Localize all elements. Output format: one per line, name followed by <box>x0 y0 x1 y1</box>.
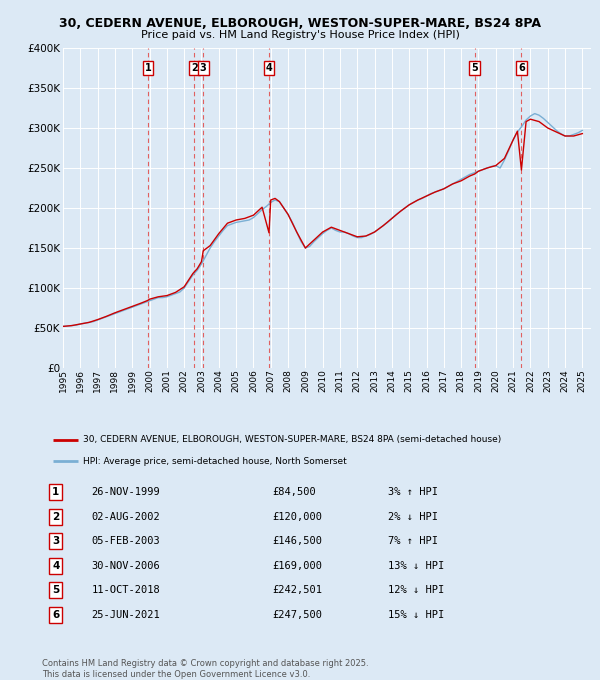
Text: 30, CEDERN AVENUE, ELBOROUGH, WESTON-SUPER-MARE, BS24 8PA: 30, CEDERN AVENUE, ELBOROUGH, WESTON-SUP… <box>59 17 541 30</box>
Text: 2% ↓ HPI: 2% ↓ HPI <box>388 512 438 522</box>
Text: 12% ↓ HPI: 12% ↓ HPI <box>388 585 444 595</box>
Text: 1: 1 <box>145 63 151 73</box>
Text: 1: 1 <box>52 488 59 497</box>
Text: 7% ↑ HPI: 7% ↑ HPI <box>388 537 438 546</box>
Text: £169,000: £169,000 <box>272 561 323 571</box>
Text: HPI: Average price, semi-detached house, North Somerset: HPI: Average price, semi-detached house,… <box>83 457 347 466</box>
Text: 3: 3 <box>200 63 206 73</box>
Text: 13% ↓ HPI: 13% ↓ HPI <box>388 561 444 571</box>
Text: Contains HM Land Registry data © Crown copyright and database right 2025.
This d: Contains HM Land Registry data © Crown c… <box>42 659 368 679</box>
Text: 11-OCT-2018: 11-OCT-2018 <box>91 585 160 595</box>
Text: £84,500: £84,500 <box>272 488 316 497</box>
Text: £146,500: £146,500 <box>272 537 323 546</box>
Text: 05-FEB-2003: 05-FEB-2003 <box>91 537 160 546</box>
Text: £242,501: £242,501 <box>272 585 323 595</box>
Text: 5: 5 <box>471 63 478 73</box>
Text: Price paid vs. HM Land Registry's House Price Index (HPI): Price paid vs. HM Land Registry's House … <box>140 30 460 40</box>
Text: 2: 2 <box>191 63 197 73</box>
Text: 4: 4 <box>266 63 272 73</box>
Text: 6: 6 <box>52 610 59 619</box>
Text: 2: 2 <box>52 512 59 522</box>
Text: 5: 5 <box>52 585 59 595</box>
Text: £247,500: £247,500 <box>272 610 323 619</box>
Text: 30-NOV-2006: 30-NOV-2006 <box>91 561 160 571</box>
Text: 02-AUG-2002: 02-AUG-2002 <box>91 512 160 522</box>
Text: 6: 6 <box>518 63 525 73</box>
Text: 26-NOV-1999: 26-NOV-1999 <box>91 488 160 497</box>
Text: 30, CEDERN AVENUE, ELBOROUGH, WESTON-SUPER-MARE, BS24 8PA (semi-detached house): 30, CEDERN AVENUE, ELBOROUGH, WESTON-SUP… <box>83 435 502 444</box>
Text: £120,000: £120,000 <box>272 512 323 522</box>
Text: 15% ↓ HPI: 15% ↓ HPI <box>388 610 444 619</box>
Text: 3: 3 <box>52 537 59 546</box>
Text: 25-JUN-2021: 25-JUN-2021 <box>91 610 160 619</box>
Text: 4: 4 <box>52 561 59 571</box>
Text: 3% ↑ HPI: 3% ↑ HPI <box>388 488 438 497</box>
